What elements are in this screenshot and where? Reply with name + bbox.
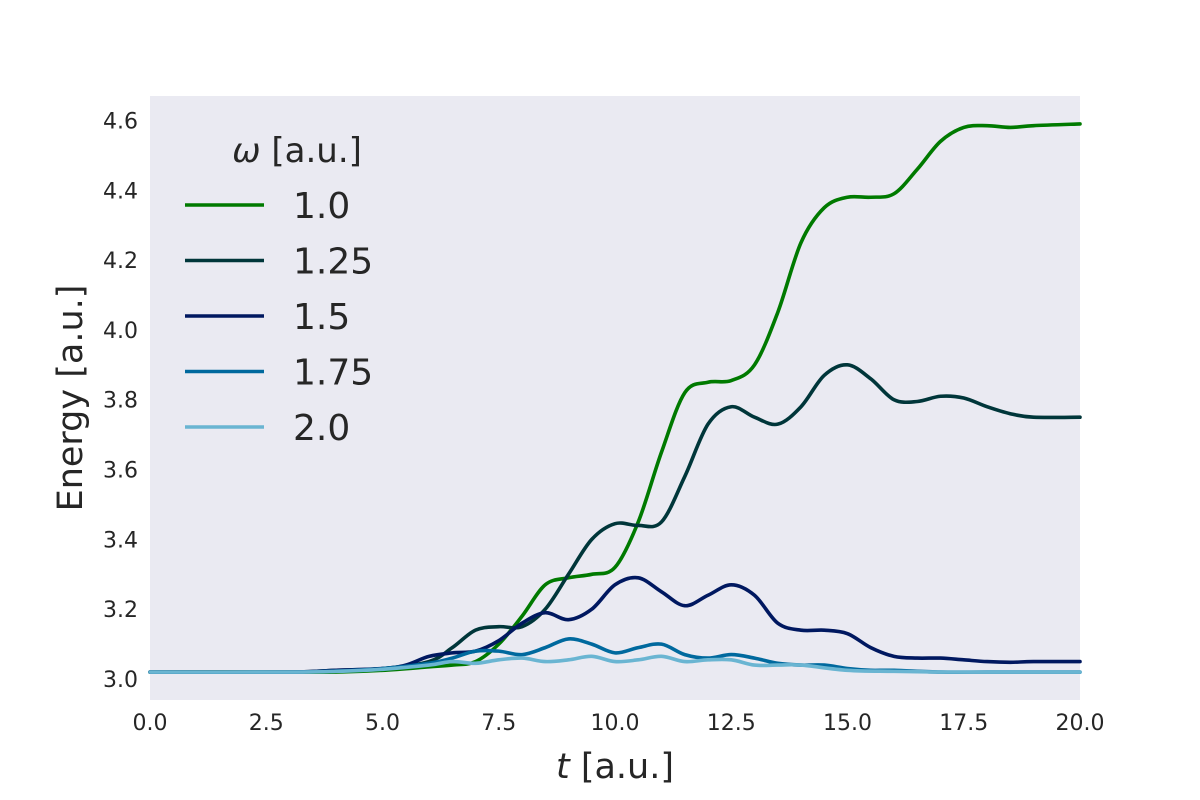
x-tick-label: 2.5 [249,711,284,736]
legend-label: 1.25 [293,242,373,283]
legend-label: 1.75 [293,353,373,394]
legend-entry: 1.25 [185,242,373,283]
y-tick-label: 4.6 [103,109,138,134]
legend-label: 2.0 [293,408,350,449]
series-line-2-0 [148,654,1082,674]
series-line-1-0 [148,122,1082,674]
y-tick-label: 3.0 [103,668,138,693]
y-tick-label: 3.2 [103,598,138,623]
legend-entry: 1.0 [185,186,350,227]
legend-label: 1.0 [293,186,350,227]
x-axis-ticks: 0.0 2.5 5.0 7.5 10.0 12.5 15.0 17.5 20.0 [133,711,1105,736]
x-axis-label: t [a.u.] [556,747,674,787]
x-tick-label: 15.0 [823,711,872,736]
plot-area [150,96,1080,700]
legend-entry: 1.5 [185,297,350,338]
x-axis-label-unit: [a.u.] [570,747,674,787]
legend-title-unit: [a.u.] [261,131,362,171]
series-line-1-5 [148,575,1082,674]
y-tick-label: 4.0 [103,319,138,344]
y-axis-label: Energy [a.u.] [51,285,91,512]
x-tick-label: 7.5 [481,711,516,736]
legend: ω [a.u.] 1.0 1.25 1.5 1.75 2.0 [185,131,373,449]
y-tick-label: 3.4 [103,528,138,553]
x-tick-label: 10.0 [591,711,640,736]
y-tick-label: 3.6 [103,459,138,484]
series-layer [148,122,1082,674]
y-tick-label: 3.8 [103,389,138,414]
legend-title: ω [a.u.] [232,131,362,171]
legend-title-symbol: ω [232,131,260,171]
legend-entry: 2.0 [185,408,350,449]
x-axis-label-symbol: t [556,747,571,787]
x-tick-label: 20.0 [1056,711,1105,736]
x-tick-label: 17.5 [939,711,988,736]
y-tick-label: 4.4 [103,179,138,204]
x-tick-label: 5.0 [365,711,400,736]
series-line-1-25 [148,363,1082,674]
y-tick-label: 4.2 [103,249,138,274]
x-tick-label: 0.0 [133,711,168,736]
y-axis-ticks: 3.0 3.2 3.4 3.6 3.8 4.0 4.2 4.4 4.6 [103,109,138,693]
x-tick-label: 12.5 [707,711,756,736]
legend-entries: 1.0 1.25 1.5 1.75 2.0 [185,186,373,449]
legend-label: 1.5 [293,297,350,338]
legend-entry: 1.75 [185,353,373,394]
